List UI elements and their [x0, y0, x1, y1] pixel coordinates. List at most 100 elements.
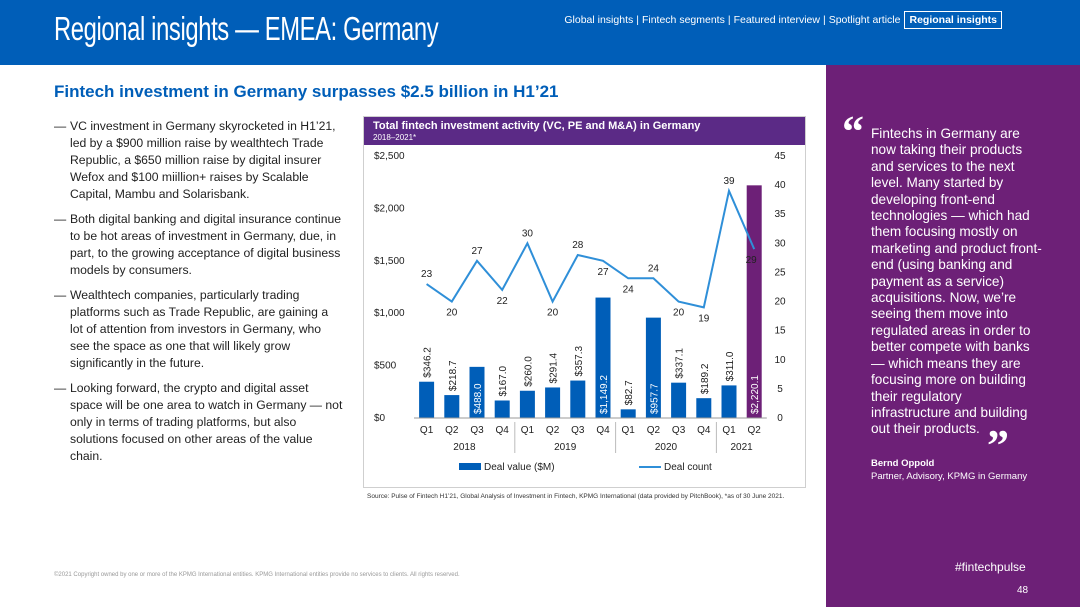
bar	[419, 381, 435, 418]
bar-value-label: $189.2	[700, 363, 711, 394]
bar	[696, 398, 712, 418]
close-quote-icon: ”	[987, 421, 1009, 470]
nav-link-regional-insights[interactable]: Regional insights	[904, 11, 1002, 29]
bar	[545, 387, 561, 418]
year-label: 2018	[453, 442, 476, 453]
deal-count-label: 28	[572, 240, 584, 251]
x-axis-tick-label: Q3	[672, 425, 686, 436]
chart-title: Total fintech investment activity (VC, P…	[373, 120, 701, 132]
left-axis-tick-label: $0	[374, 413, 386, 424]
bar-value-label: $2,220.1	[750, 375, 761, 414]
bar	[494, 400, 510, 418]
x-axis-tick-label: Q4	[496, 425, 510, 436]
bar	[746, 185, 762, 418]
x-axis-tick-label: Q1	[420, 425, 434, 436]
bullet-dash: —	[54, 119, 67, 133]
page-number: 48	[1017, 585, 1029, 596]
bullet-dash: —	[54, 288, 67, 302]
nav-link-featured-interview[interactable]: Featured interview	[733, 14, 820, 26]
deal-count-label: 27	[597, 267, 609, 278]
bullet-item: — Both digital banking and digital insura…	[54, 211, 344, 279]
legend-line-label: Deal count	[664, 462, 712, 473]
deal-count-line	[426, 187, 756, 309]
right-axis-tick-label: 30	[774, 238, 786, 249]
deal-count-label: 27	[471, 246, 483, 257]
year-label: 2021	[730, 442, 753, 453]
bar-value-label: $291.4	[549, 352, 560, 383]
x-axis-tick-label: Q4	[697, 425, 711, 436]
bar-value-label: $260.0	[523, 356, 534, 387]
x-axis-tick-label: Q2	[445, 425, 459, 436]
chart-panel: $0 $500 $1,000 $1,500 $2,000 $2,500 0 5 10 15 20 25…	[363, 116, 806, 488]
bar	[444, 395, 460, 418]
bar	[519, 390, 535, 418]
bar	[721, 385, 737, 418]
right-axis-tick-label: 40	[774, 180, 786, 191]
bullet-text: Wealthtech companies, particularly tradi…	[70, 288, 329, 370]
x-axis-tick-label: Q3	[571, 425, 585, 436]
bar-value-label: $1,149.2	[599, 375, 610, 414]
nav-separator: |	[822, 14, 826, 26]
chart-subtitle: 2018–2021*	[373, 133, 417, 142]
x-axis-tick-label: Q1	[622, 425, 636, 436]
source-note: Source: Pulse of Fintech H1’21, Global A…	[367, 493, 785, 500]
bar	[595, 297, 611, 418]
deal-count-label: 20	[673, 308, 685, 319]
header-bar: Regional insights — EMEA: Germany Global…	[0, 0, 1080, 65]
x-axis-tick-label: Q1	[521, 425, 535, 436]
right-axis-tick-label: 35	[774, 209, 786, 220]
bar	[671, 382, 687, 418]
deal-count-label: 23	[421, 269, 433, 280]
left-axis-tick-label: $1,500	[374, 256, 405, 267]
section-heading: Fintech investment in Germany surpasses …	[54, 82, 559, 101]
quote-author: Bernd Oppold	[871, 458, 935, 469]
copyright-footer: ©2021 Copyright owned by one or more of …	[54, 572, 460, 578]
bar-value-label: $311.0	[725, 351, 736, 381]
right-axis-tick-label: 25	[774, 267, 786, 278]
bullet-dash: —	[54, 212, 67, 226]
x-axis-tick-label: Q4	[596, 425, 610, 436]
quote-author-role: Partner, Advisory, KPMG in Germany	[871, 471, 1028, 482]
year-label: 2019	[554, 442, 577, 453]
legend-bar-label: Deal value ($M)	[484, 462, 555, 473]
nav-link-spotlight-article[interactable]: Spotlight article	[828, 14, 901, 26]
top-nav: Global insights | Fintech segments | Featu…	[564, 11, 1002, 29]
quote-panel	[826, 65, 1080, 607]
deal-count-label: 39	[723, 176, 735, 187]
bar-value-label: $167.0	[498, 365, 509, 396]
bullet-list: — VC investment in Germany skyrocketed in…	[54, 118, 344, 473]
x-axis-tick-label: Q2	[647, 425, 661, 436]
left-axis-tick-label: $500	[374, 361, 397, 372]
bullet-item: — VC investment in Germany skyrocketed in…	[54, 118, 344, 203]
deal-count-label: 29	[746, 255, 758, 266]
hashtag[interactable]: #fintechpulse	[955, 560, 1026, 574]
x-axis-tick-label: Q3	[470, 425, 484, 436]
right-axis-tick-label: 20	[774, 297, 786, 308]
right-axis-tick-label: 5	[777, 384, 783, 395]
x-axis-tick-label: Q2	[546, 425, 560, 436]
bullet-text: VC investment in Germany skyrocketed in …	[70, 119, 336, 201]
nav-link-fintech-segments[interactable]: Fintech segments	[641, 14, 725, 26]
bar-value-label: $82.7	[624, 380, 635, 405]
deal-count-label: 24	[623, 284, 635, 295]
right-axis-tick-label: 10	[774, 355, 786, 366]
bullet-text: Looking forward, the crypto and digital …	[70, 381, 343, 463]
chart-canvas: $0 $500 $1,000 $1,500 $2,000 $2,500 0 5 10 15 20 25…	[374, 151, 786, 473]
bar	[469, 366, 485, 418]
bar-value-label: $957.7	[649, 383, 660, 414]
bar	[570, 380, 586, 418]
year-label: 2020	[655, 442, 678, 453]
nav-link-global-insights[interactable]: Global insights	[564, 14, 634, 26]
nav-separator: |	[636, 14, 639, 26]
chart-title-bar: Total fintech investment activity (VC, P…	[364, 117, 805, 145]
left-axis-tick-label: $2,500	[374, 151, 405, 162]
bar-value-label: $346.2	[423, 347, 434, 378]
bullet-item: — Looking forward, the crypto and digital…	[54, 380, 344, 465]
x-axis-tick-label: Q1	[722, 425, 736, 436]
deal-count-label: 24	[648, 263, 660, 274]
open-quote-icon: “	[842, 107, 864, 156]
bar-value-label: $488.0	[473, 383, 484, 414]
left-axis-tick-label: $1,000	[374, 308, 405, 319]
left-axis-tick-label: $2,000	[374, 203, 405, 214]
deal-count-label: 20	[446, 308, 458, 319]
